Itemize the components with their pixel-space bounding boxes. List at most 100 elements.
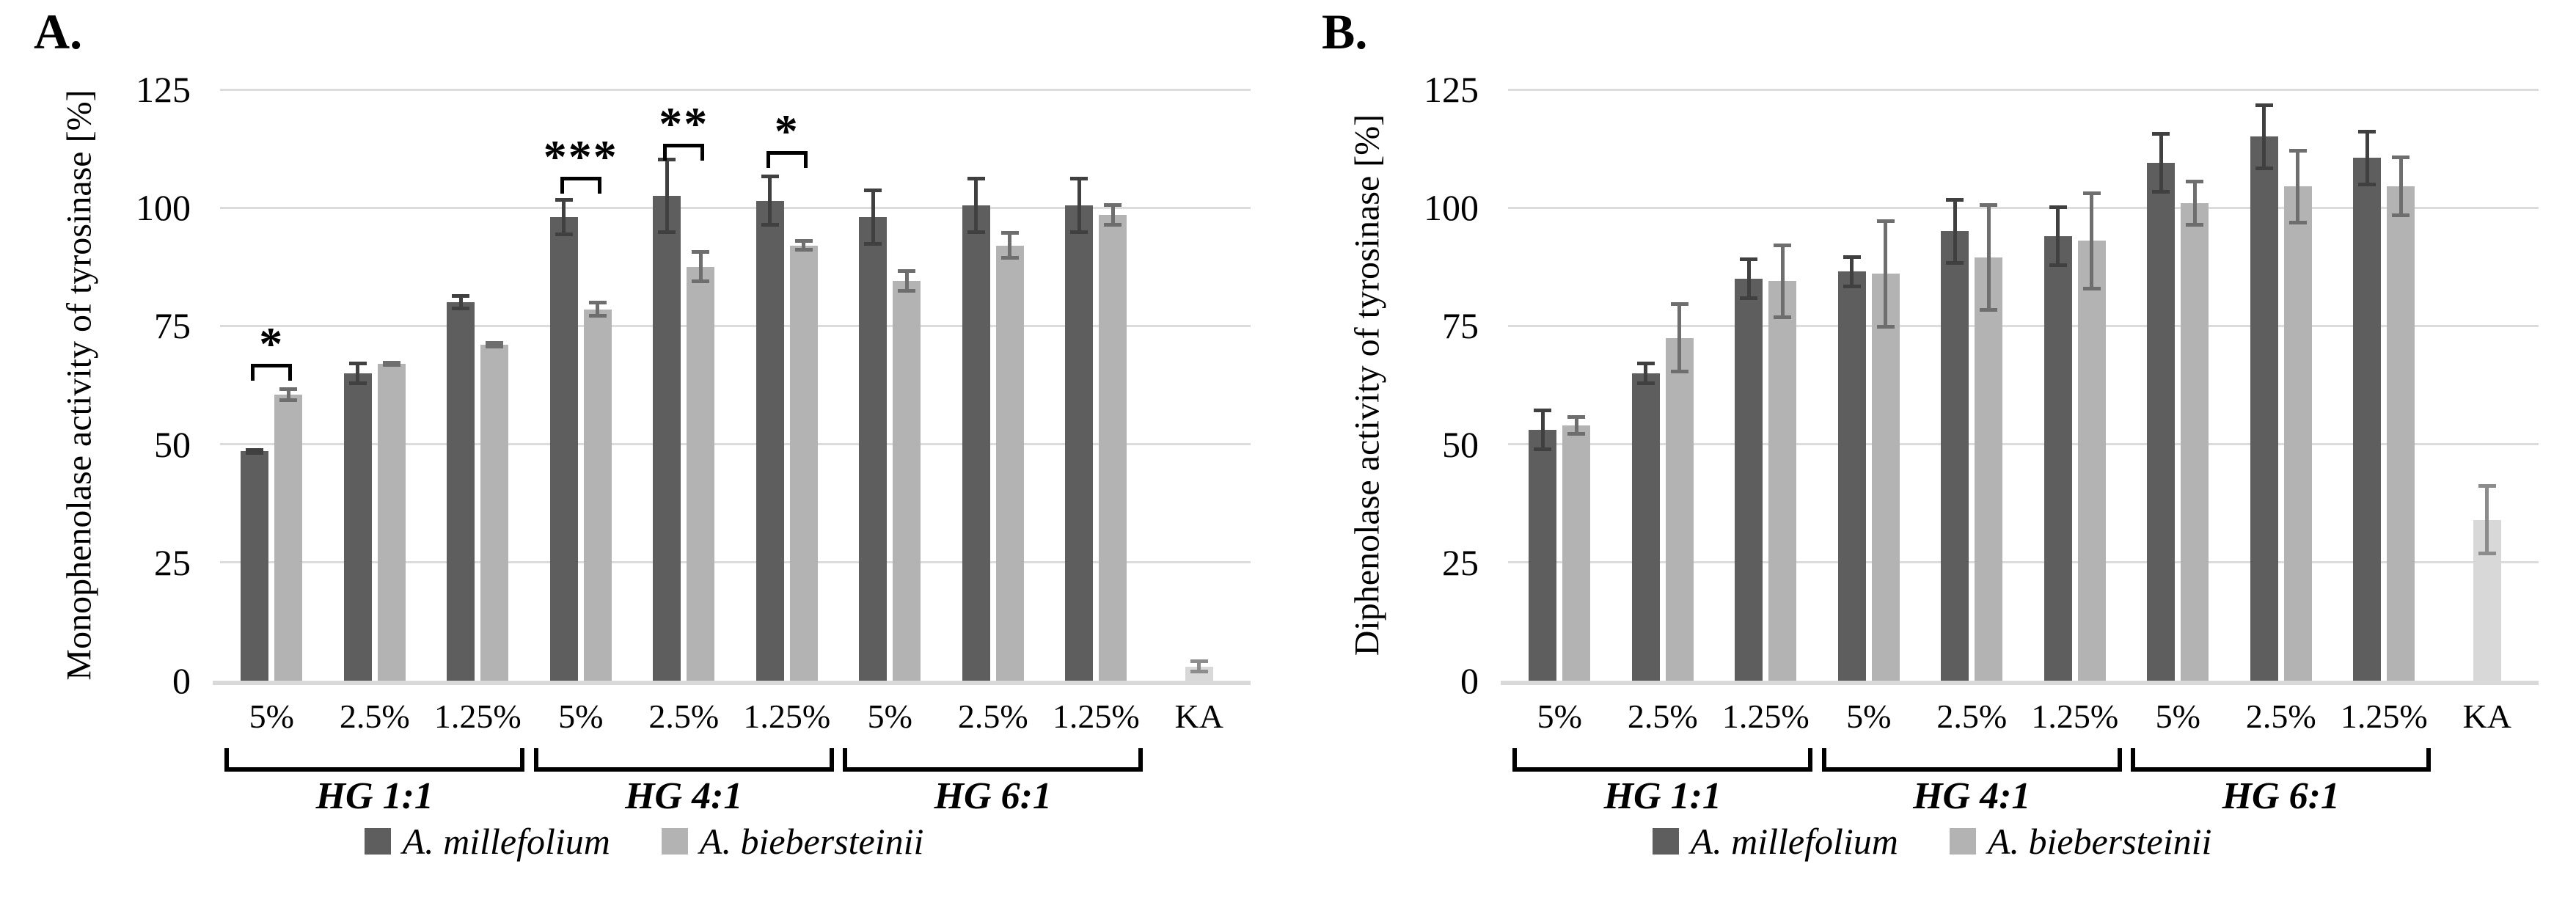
bar-biebersteinii — [789, 245, 818, 681]
y-tick-label: 75 — [1442, 305, 1479, 347]
error-bar — [2358, 129, 2376, 187]
error-bar — [555, 198, 573, 236]
error-bar-stem — [1644, 361, 1648, 385]
group-bracket-right-tick — [1138, 748, 1144, 767]
error-bar — [2082, 191, 2101, 291]
error-bar-cap-bottom — [1740, 296, 1758, 300]
bar-biebersteinii — [2387, 186, 2415, 681]
bar-biebersteinii — [480, 345, 509, 681]
bar-millefolium — [241, 451, 269, 681]
error-bar — [761, 175, 779, 227]
bar-biebersteinii — [2181, 202, 2209, 681]
x-category-label: 1.25% — [1721, 698, 1810, 735]
x-category-label: 5% — [1846, 698, 1892, 735]
error-bar-cap-bottom — [348, 381, 367, 385]
error-bar — [2255, 103, 2273, 170]
error-bar — [898, 269, 916, 293]
error-bar-cap-top — [1843, 255, 1861, 259]
y-tick-label: 125 — [1424, 69, 1479, 110]
group-bracket-right-tick — [829, 748, 834, 767]
bar-millefolium — [1837, 271, 1866, 681]
error-bar-cap-top — [658, 158, 676, 162]
error-bar-cap-top — [1534, 409, 1552, 413]
group-bracket-right-tick — [2117, 748, 2122, 767]
error-bar-cap-top — [279, 387, 298, 392]
panel-b: B. Diphenolase activity of tyrosinase [%]… — [1288, 0, 2576, 900]
error-bar — [1740, 257, 1758, 300]
error-bar-cap-top — [1670, 302, 1688, 307]
significance-bracket-left-tick — [663, 147, 667, 161]
bar-millefolium — [859, 217, 888, 681]
bar-biebersteinii — [1871, 274, 1900, 681]
error-bar-cap-bottom — [967, 230, 985, 234]
error-bar — [967, 177, 985, 234]
error-bar — [2186, 179, 2204, 227]
error-bar-stem — [458, 294, 463, 311]
bar-biebersteinii — [583, 309, 612, 681]
error-bar-cap-top — [2478, 484, 2496, 489]
bar-biebersteinii — [1099, 214, 1127, 681]
legend: A. millefolium A. biebersteinii — [0, 820, 1288, 863]
group-bracket-left-tick — [533, 748, 538, 767]
error-bar-stem — [1110, 202, 1115, 227]
gridline — [220, 324, 1251, 327]
error-bar-cap-top — [1740, 257, 1758, 261]
x-category-label: KA — [2462, 698, 2511, 735]
error-bar-cap-top — [1190, 659, 1208, 663]
group-bracket — [1512, 748, 1813, 772]
error-bar-cap-top — [692, 250, 710, 255]
error-bar — [1980, 202, 1998, 312]
error-bar — [1774, 243, 1792, 319]
bar-biebersteinii — [1562, 425, 1591, 681]
bar-millefolium — [447, 302, 475, 681]
error-bar-cap-top — [1980, 202, 1998, 207]
legend: A. millefolium A. biebersteinii — [1288, 820, 2576, 863]
error-bar-stem — [768, 175, 772, 227]
group-bracket — [1821, 748, 2122, 772]
error-bar-cap-top — [967, 177, 985, 181]
error-bar-cap-bottom — [2392, 213, 2410, 218]
bar-biebersteinii — [687, 266, 715, 681]
x-category-label: 2.5% — [1936, 698, 2008, 735]
y-tick-label: 100 — [136, 187, 191, 229]
y-tick-label: 0 — [172, 660, 191, 701]
gridline — [220, 88, 1251, 91]
error-bar-cap-bottom — [1534, 447, 1552, 452]
group-bracket-right-tick — [1808, 748, 1813, 767]
error-bar-cap-top — [246, 447, 264, 452]
y-tick-label: 125 — [136, 69, 191, 110]
bar-biebersteinii — [995, 245, 1024, 681]
gridline — [220, 206, 1251, 209]
significance-bracket-left-tick — [251, 367, 255, 381]
bar-millefolium — [343, 373, 372, 681]
legend-label: A. millefolium — [402, 821, 610, 862]
error-bar-stem — [356, 361, 360, 385]
group-bracket-right-tick — [2426, 748, 2432, 767]
error-bar-stem — [1677, 302, 1682, 373]
error-bar — [1567, 414, 1586, 436]
group-bracket — [533, 748, 834, 772]
error-bar-stem — [1008, 231, 1012, 260]
error-bar-cap-top — [1104, 202, 1122, 207]
legend-label: A. biebersteinii — [1987, 821, 2212, 862]
y-tick-label: 50 — [154, 423, 191, 465]
error-bar — [864, 189, 882, 246]
bar-biebersteinii — [2283, 186, 2312, 681]
error-bar-stem — [1197, 659, 1201, 674]
error-bar-cap-bottom — [1843, 284, 1861, 288]
error-bar-cap-bottom — [761, 222, 779, 227]
gridline — [1508, 561, 2539, 564]
error-bar-cap-bottom — [1567, 431, 1586, 436]
error-bar-cap-bottom — [452, 307, 470, 311]
error-bar-cap-bottom — [864, 241, 882, 246]
error-bar — [1000, 231, 1019, 260]
group-label: HG 6:1 — [2222, 775, 2340, 817]
error-bar-stem — [1884, 219, 1888, 329]
group-bracket — [224, 748, 525, 772]
bar-millefolium — [2043, 235, 2072, 681]
error-bar-cap-bottom — [2478, 552, 2496, 556]
error-bar — [279, 387, 298, 402]
bar-biebersteinii — [377, 363, 406, 681]
bar-biebersteinii — [1975, 257, 2003, 681]
x-category-label: 1.25% — [2031, 698, 2119, 735]
